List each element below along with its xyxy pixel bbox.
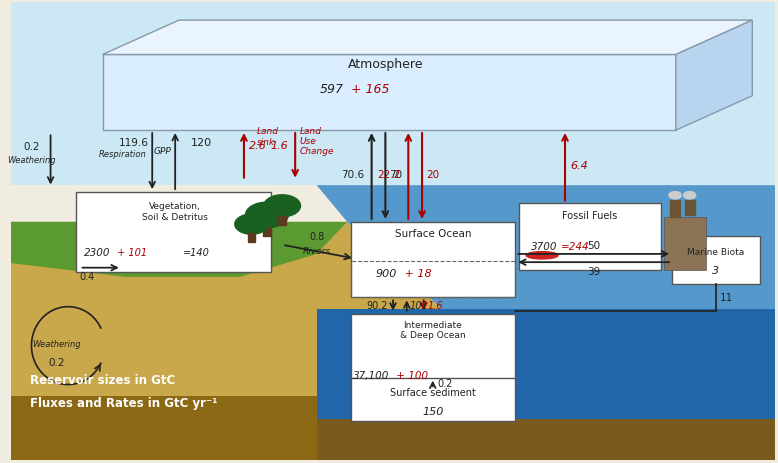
Text: 150: 150 <box>422 406 443 416</box>
FancyBboxPatch shape <box>351 222 515 298</box>
Text: GPP: GPP <box>153 147 171 156</box>
Polygon shape <box>676 21 752 131</box>
Text: 22.2: 22.2 <box>377 169 401 179</box>
Text: 3700: 3700 <box>531 242 557 251</box>
Text: Surface sediment: Surface sediment <box>390 388 475 398</box>
Text: 0.4: 0.4 <box>79 272 95 282</box>
Text: Marine Biota: Marine Biota <box>687 248 745 257</box>
Text: 2300: 2300 <box>84 247 110 257</box>
Text: Land
Use
Change: Land Use Change <box>300 126 335 156</box>
Text: + 18: + 18 <box>401 269 431 279</box>
Text: 0.2: 0.2 <box>48 357 65 367</box>
Text: 37,100: 37,100 <box>352 370 389 381</box>
FancyBboxPatch shape <box>247 234 255 243</box>
Text: Land
sink: Land sink <box>257 127 279 147</box>
Text: + 165: + 165 <box>347 83 390 96</box>
Text: 120: 120 <box>191 138 212 147</box>
Text: + 100: + 100 <box>393 370 428 381</box>
Text: 0.2: 0.2 <box>437 378 453 388</box>
Text: Fluxes and Rates in GtC yr⁻¹: Fluxes and Rates in GtC yr⁻¹ <box>30 397 217 410</box>
Text: Weathering: Weathering <box>7 156 56 165</box>
FancyBboxPatch shape <box>519 204 661 270</box>
Circle shape <box>264 195 300 217</box>
Polygon shape <box>317 419 775 460</box>
FancyBboxPatch shape <box>664 218 706 270</box>
Text: Atmosphere: Atmosphere <box>348 58 423 71</box>
Text: 6.4: 6.4 <box>570 160 588 170</box>
Text: 101: 101 <box>410 300 429 311</box>
Text: 90.2: 90.2 <box>366 300 387 311</box>
Text: Respiration: Respiration <box>99 150 147 159</box>
FancyBboxPatch shape <box>351 314 515 389</box>
Polygon shape <box>11 222 447 460</box>
Text: 39: 39 <box>587 266 600 276</box>
Text: 70.6: 70.6 <box>341 169 364 179</box>
Text: + 101: + 101 <box>114 247 147 257</box>
Polygon shape <box>11 222 347 277</box>
FancyBboxPatch shape <box>75 193 271 273</box>
Text: 1.6: 1.6 <box>427 300 443 311</box>
Text: Vegetation,
Soil & Detritus: Vegetation, Soil & Detritus <box>142 202 208 221</box>
Text: Reservoir sizes in GtC: Reservoir sizes in GtC <box>30 374 175 387</box>
Polygon shape <box>11 3 775 186</box>
Text: Rivers: Rivers <box>303 246 331 255</box>
Text: Fossil Fuels: Fossil Fuels <box>562 211 617 220</box>
Text: 2.6: 2.6 <box>249 140 267 150</box>
Text: 900: 900 <box>376 269 397 279</box>
Text: =140: =140 <box>183 247 210 257</box>
Text: 20: 20 <box>426 169 439 179</box>
Text: 119.6: 119.6 <box>118 138 149 147</box>
Polygon shape <box>317 309 775 460</box>
Polygon shape <box>103 21 752 56</box>
Text: 597: 597 <box>319 83 343 96</box>
FancyBboxPatch shape <box>351 378 515 421</box>
FancyBboxPatch shape <box>263 227 271 237</box>
FancyBboxPatch shape <box>103 56 676 131</box>
Circle shape <box>246 203 289 228</box>
Circle shape <box>235 214 268 235</box>
Text: =244: =244 <box>561 242 590 251</box>
Text: Weathering: Weathering <box>33 339 81 348</box>
FancyBboxPatch shape <box>685 200 695 215</box>
Text: 0.2: 0.2 <box>23 142 40 152</box>
Text: 70: 70 <box>389 169 402 179</box>
Text: Intermediate
& Deep Ocean: Intermediate & Deep Ocean <box>400 320 465 339</box>
Text: 11: 11 <box>720 293 734 303</box>
Polygon shape <box>317 186 775 460</box>
FancyBboxPatch shape <box>672 236 760 284</box>
Text: 0.8: 0.8 <box>309 232 324 242</box>
Text: Surface Ocean: Surface Ocean <box>394 229 471 239</box>
FancyBboxPatch shape <box>279 216 286 225</box>
Circle shape <box>684 192 696 200</box>
Text: 1.6: 1.6 <box>271 140 289 150</box>
Polygon shape <box>11 396 408 460</box>
FancyBboxPatch shape <box>671 200 681 218</box>
Ellipse shape <box>526 252 558 259</box>
Circle shape <box>669 192 682 200</box>
Text: 3: 3 <box>712 265 719 275</box>
Text: 50: 50 <box>587 241 600 250</box>
